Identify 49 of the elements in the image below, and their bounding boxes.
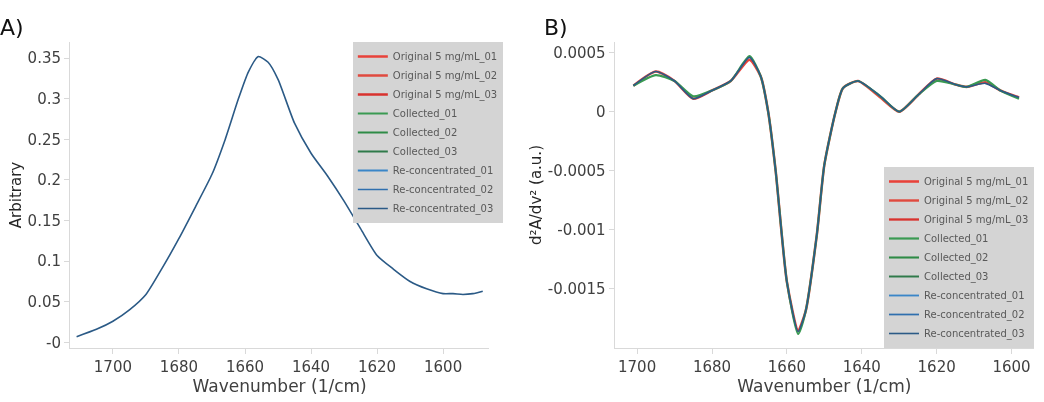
x-tick-label: 1700 — [618, 358, 657, 376]
y-tick-label: 0.3 — [37, 90, 61, 109]
legend-label: Collected_02 — [392, 127, 458, 140]
x-axis-title: Wavenumber (1/cm) — [192, 376, 367, 396]
legend-label: Collected_02 — [924, 252, 989, 265]
x-tick-label: 1700 — [93, 358, 133, 376]
chart-title: B) — [544, 15, 568, 40]
x-tick-label: 1660 — [767, 358, 806, 376]
legend-label: Collected_03 — [924, 271, 989, 284]
x-tick-label: 1640 — [291, 358, 331, 376]
legend-label: Collected_01 — [392, 108, 458, 121]
y-tick-label: 0 — [596, 102, 606, 121]
x-tick-label: 1680 — [159, 358, 199, 376]
legend-label: Re-concentrated_01 — [392, 165, 494, 178]
x-tick-label: 1600 — [424, 358, 463, 376]
legend-label: Collected_01 — [924, 233, 989, 246]
legend-label: Collected_03 — [392, 146, 458, 159]
y-tick-label: -0.001 — [557, 221, 606, 240]
y-tick-label: 0.0005 — [553, 43, 606, 62]
y-tick-label: 0.2 — [37, 171, 61, 190]
x-tick-label: 1680 — [692, 358, 732, 376]
y-tick-label: 0.35 — [27, 49, 61, 68]
x-tick-label: 1620 — [357, 358, 397, 376]
y-axis-title: Arbitrary — [6, 161, 25, 229]
y-tick-label: 0.1 — [37, 252, 61, 271]
legend-label: Re-concentrated_01 — [924, 290, 1025, 303]
y-tick-label: -0 — [46, 333, 61, 352]
legend-label: Re-concentrated_03 — [924, 328, 1025, 341]
y-tick-label: 0.05 — [27, 292, 61, 311]
y-tick-label: 0.15 — [27, 211, 61, 230]
legend-label: Original 5 mg/mL_03 — [392, 89, 498, 102]
y-tick-label: 0.25 — [27, 130, 61, 149]
y-axis-title: d²A/dv² (a.u.) — [527, 145, 545, 245]
legend-label: Original 5 mg/mL_01 — [924, 176, 1029, 189]
legend-label: Original 5 mg/mL_02 — [924, 195, 1029, 208]
legend-label: Original 5 mg/mL_01 — [392, 51, 498, 64]
y-tick-label: -0.0015 — [547, 280, 606, 299]
x-tick-label: 1600 — [992, 358, 1031, 376]
legend-label: Re-concentrated_03 — [392, 203, 494, 216]
x-tick-label: 1660 — [225, 358, 265, 376]
x-tick-label: 1640 — [842, 358, 881, 376]
legend-label: Original 5 mg/mL_02 — [392, 70, 498, 83]
legend-label: Re-concentrated_02 — [392, 184, 494, 197]
legend-label: Re-concentrated_02 — [924, 309, 1025, 322]
legend-label: Original 5 mg/mL_03 — [924, 214, 1029, 227]
y-tick-label: -0.0005 — [547, 162, 606, 181]
x-tick-label: 1620 — [917, 358, 956, 376]
chart-title: A) — [0, 15, 24, 40]
x-axis-title: Wavenumber (1/cm) — [737, 376, 912, 396]
